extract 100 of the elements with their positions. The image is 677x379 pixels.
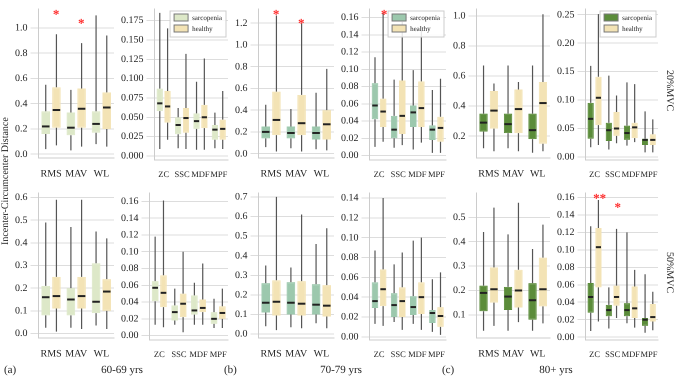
y-tick-label: 0.14 <box>121 212 138 224</box>
x-tick-label: RMS <box>478 168 500 180</box>
x-tick-label: RMS <box>40 348 62 360</box>
x-tick-label: RMS <box>260 348 282 360</box>
y-tick-label: 1.0 <box>453 10 466 22</box>
y-tick-label: 0.5 <box>235 230 248 242</box>
y-tick-label: 0.00 <box>341 331 358 342</box>
x-tick-label: ZC <box>158 169 170 180</box>
annotation: * <box>78 15 84 30</box>
y-tick-label: 0.100 <box>121 73 144 84</box>
text: (c) <box>442 364 454 376</box>
x-tick-label: WL <box>530 168 546 180</box>
y-tick-label: 0.02 <box>557 314 574 326</box>
y-tick-label: 0.08 <box>341 81 358 92</box>
y-tick-label: 0.02 <box>341 132 358 144</box>
y-tick-label: 0.1 <box>15 305 28 316</box>
x-tick-label: MPF <box>210 169 228 180</box>
y-tick-label: 0.6 <box>15 192 28 204</box>
y-tick-label: 0.02 <box>341 312 358 323</box>
annotation: * <box>380 6 388 22</box>
y-tick-label: 0.4 <box>235 250 248 262</box>
x-tick-label: MAV <box>502 348 526 360</box>
y-tick-label: 0.16 <box>341 12 358 24</box>
y2-axis-title: 20%MVC <box>664 69 675 114</box>
y-tick-label: 0.050 <box>121 112 144 123</box>
x-tick-label: MDF <box>408 349 427 360</box>
y-tick-label: 0.10 <box>557 244 574 256</box>
x-axis-title: 60-69 yrs <box>101 364 143 376</box>
y-tick-label: 0.4 <box>235 104 248 116</box>
y-tick-label: 0.2 <box>235 126 248 138</box>
y-tick-label: 0.00 <box>557 152 574 163</box>
y-tick-label: 0.15 <box>557 66 574 78</box>
y-tick-label: 0.1 <box>235 309 248 320</box>
y-tick-label: 0.8 <box>15 48 28 59</box>
y-tick-label: 0.14 <box>341 29 358 40</box>
y-tick-label: 0.00 <box>121 330 138 342</box>
y-tick-label: 0.150 <box>121 34 144 46</box>
y-tick-label: 0.08 <box>121 263 138 274</box>
x-tick-label: MDF <box>408 169 427 180</box>
y-tick-label: 1.0 <box>235 40 248 51</box>
y-tick-label: 0.10 <box>557 94 574 106</box>
x-tick-label: ZC <box>154 349 166 360</box>
y-tick-label: 0.4 <box>453 100 466 112</box>
y-tick-label: 0.8 <box>453 40 466 52</box>
y2-axis-title: 50%MVC <box>664 251 675 296</box>
y-tick-label: 0.1 <box>453 309 466 320</box>
y-tick-label: 0.3 <box>235 270 248 281</box>
x-tick-label: WL <box>530 348 546 360</box>
x-tick-label: ZC <box>589 349 600 360</box>
x-tick-label: SSC <box>390 169 406 180</box>
text: (b) <box>224 364 237 376</box>
y-tick-label: 0.5 <box>15 214 28 226</box>
y-tick-label: 0.0 <box>235 328 248 340</box>
x-tick-label: RMS <box>40 168 62 180</box>
y-tick-label: 0.3 <box>15 260 28 272</box>
y-tick-label: 0.12 <box>341 212 358 224</box>
y-tick-label: 0.6 <box>453 70 466 82</box>
y-tick-label: 0.000 <box>121 150 144 162</box>
y-axis-title: Incenter-Circumcenter Distance <box>0 116 12 247</box>
text: (a) <box>4 364 16 376</box>
annotation: ** <box>593 190 606 206</box>
y-tick-label: 0.06 <box>557 279 574 290</box>
y-tick-label: 0.12 <box>557 226 574 238</box>
y-tick-label: 0.00 <box>557 332 574 343</box>
y-tick-label: 0.16 <box>121 196 138 208</box>
x-tick-label: MAV <box>285 168 308 180</box>
x-tick-label: MPF <box>640 169 658 180</box>
x-tick-label: SSC <box>605 169 621 180</box>
annotation: * <box>298 15 304 30</box>
x-tick-label: SSC <box>171 349 187 360</box>
y-tick-label: 0.6 <box>235 83 248 94</box>
y-tick-label: 0.10 <box>341 232 358 244</box>
x-tick-label: SSC <box>390 349 406 360</box>
y-tick-label: 0.025 <box>121 131 144 142</box>
y-tick-label: 1.0 <box>15 22 28 34</box>
x-tick-label: ZC <box>374 349 385 360</box>
y-tick-label: 0.10 <box>341 64 358 75</box>
y-tick-label: 0.2 <box>15 282 28 294</box>
y-tick-label: 0.04 <box>341 116 358 127</box>
y-tick-label: 0.08 <box>341 252 358 264</box>
x-tick-label: MDF <box>622 169 640 180</box>
y-tick-label: 0.6 <box>15 73 28 84</box>
y-tick-label: 0.3 <box>453 260 466 272</box>
y-tick-label: 0.175 <box>121 15 144 26</box>
y-tick-label: 0.06 <box>121 280 138 291</box>
annotation: * <box>272 6 280 22</box>
x-tick-label: MDF <box>189 349 208 360</box>
y-tick-label: 0.25 <box>557 9 574 20</box>
y-tick-label: 0.125 <box>121 54 144 65</box>
x-tick-label: WL <box>94 168 110 180</box>
y-tick-label: 0.05 <box>557 123 574 134</box>
x-tick-label: MPF <box>428 349 446 360</box>
y-tick-label: 0.2 <box>15 124 28 135</box>
x-tick-label: ZC <box>589 169 600 180</box>
x-tick-label: SSC <box>605 349 621 360</box>
x-tick-label: RMS <box>478 348 500 360</box>
annotation: * <box>614 199 621 214</box>
y-tick-label: 0.2 <box>453 285 466 296</box>
y-tick-label: 0.4 <box>15 98 28 110</box>
x-tick-label: MAV <box>65 168 88 180</box>
